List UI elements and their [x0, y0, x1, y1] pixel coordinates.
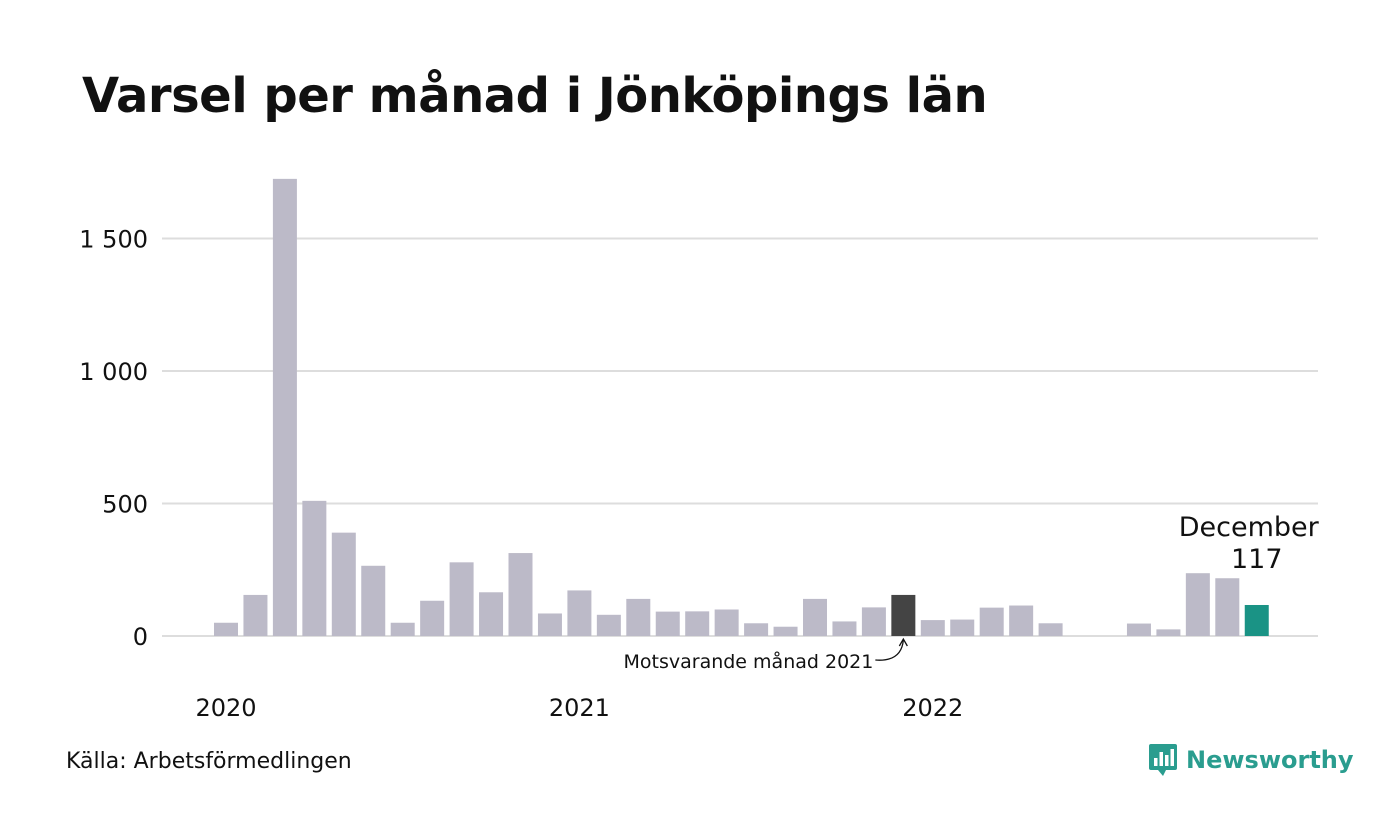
bar-2021-08	[773, 626, 798, 636]
current-month-value: 117	[1231, 544, 1283, 575]
chart-title: Varsel per månad i Jönköpings län	[82, 68, 988, 124]
bar-2020-12	[537, 613, 562, 636]
bar-2022-02	[950, 619, 975, 636]
bar-2021-01	[567, 590, 592, 636]
bar-2022-12	[1244, 604, 1269, 636]
bar-2021-05	[685, 611, 710, 636]
bar-2020-09	[449, 562, 474, 636]
bar-2021-11	[861, 607, 886, 636]
bar-2020-05	[331, 532, 356, 636]
bar-2022-11	[1215, 578, 1240, 636]
bar-2020-06	[361, 565, 386, 636]
bar-2020-02	[243, 594, 268, 636]
bar-2020-07	[390, 622, 415, 636]
x-tick-label: 2020	[195, 694, 256, 722]
current-month-label: December	[1179, 512, 1320, 543]
bar-2022-03	[979, 607, 1004, 636]
bar-2021-04	[655, 611, 680, 636]
bar-2021-10	[832, 621, 857, 636]
bar-2022-05	[1038, 623, 1063, 636]
y-tick-label: 1 500	[79, 226, 148, 254]
bar-2020-01	[214, 622, 238, 636]
y-axis-tick-labels: 0 500 1 000 1 500	[79, 226, 148, 652]
brand-name: Newsworthy	[1186, 746, 1354, 774]
annotations: Motsvarande månad 2021 December 117	[624, 512, 1320, 673]
bar-2021-02	[596, 614, 621, 636]
comparison-arrow-icon	[875, 639, 904, 661]
bar-2020-08	[420, 600, 445, 636]
bar-2022-09	[1156, 629, 1181, 636]
x-tick-label: 2022	[902, 694, 963, 722]
bar-2021-07	[744, 623, 769, 636]
newsworthy-logo-icon	[1149, 744, 1177, 776]
bar-2022-10	[1185, 573, 1210, 636]
bar-2021-09	[803, 598, 827, 636]
bar-2022-01	[920, 620, 945, 636]
x-axis-tick-labels: 2020 2021 2022	[195, 694, 963, 722]
bars	[214, 178, 1269, 636]
bar-2021-12	[891, 594, 916, 636]
y-tick-label: 500	[102, 491, 148, 519]
bar-2022-04	[1009, 605, 1034, 636]
bar-2021-06	[714, 609, 739, 636]
bar-2020-04	[302, 500, 327, 636]
bar-2020-11	[508, 553, 533, 636]
comparison-annotation: Motsvarande månad 2021	[624, 650, 874, 673]
y-tick-label: 0	[133, 623, 148, 651]
y-tick-label: 1 000	[79, 358, 148, 386]
bar-2020-10	[479, 592, 504, 636]
bar-2022-08	[1126, 623, 1151, 636]
source-note: Källa: Arbetsförmedlingen	[66, 749, 352, 774]
arrowhead-icon	[898, 637, 908, 647]
brand-logo[interactable]: Newsworthy	[1148, 743, 1354, 777]
bar-2021-03	[626, 598, 651, 636]
bar-2020-03	[272, 178, 297, 636]
x-tick-label: 2021	[549, 694, 610, 722]
